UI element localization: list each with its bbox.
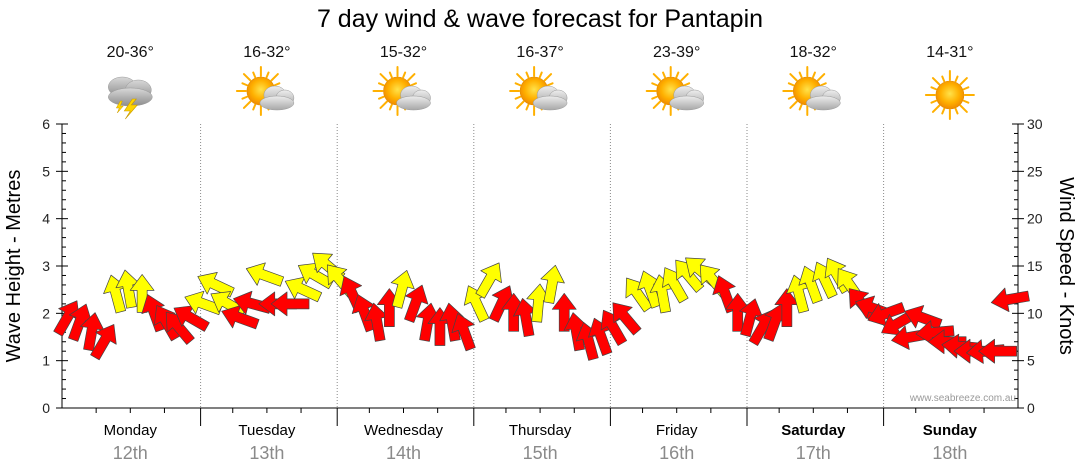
temperature-range-label: 18-32° <box>790 44 837 61</box>
day-name-label: Wednesday <box>364 422 443 439</box>
temperature-range-label: 16-32° <box>243 44 290 61</box>
wind-arrow <box>501 292 527 332</box>
day-date-label: 16th <box>659 443 694 463</box>
wind-arrow <box>600 309 628 346</box>
credit-text: www.seabreeze.com.au <box>909 393 1016 404</box>
wind-arrow <box>513 298 538 338</box>
y-left-tick-label: 3 <box>42 258 50 274</box>
day-date-label: 15th <box>523 443 558 463</box>
wind-arrow <box>739 298 763 338</box>
partly-cloudy-icon <box>235 66 295 116</box>
y-right-tick-label: 20 <box>1027 211 1043 227</box>
wind-arrow <box>662 267 689 304</box>
y-left-axis-label: Wave Height - Metres <box>3 170 25 363</box>
y-right-tick-label: 30 <box>1027 116 1043 132</box>
wind-arrow <box>774 288 800 327</box>
axes: 0 1 2 3 4 5 6 0 5 10 15 20 25 30 <box>42 116 1043 426</box>
wind-arrow <box>245 262 285 287</box>
day-date-label: 14th <box>386 443 421 463</box>
partly-cloudy-icon <box>509 66 568 116</box>
wind-arrow <box>173 305 210 332</box>
wind-arrow <box>563 312 588 352</box>
wind-arrow <box>540 264 565 304</box>
wind-arrow <box>416 302 441 342</box>
partly-cloudy-icon <box>782 66 841 116</box>
temperature-range-label: 23-39° <box>653 44 700 61</box>
y-right-tick-label: 15 <box>1027 258 1043 274</box>
partly-cloudy-icon <box>645 66 704 116</box>
y-right-tick-label: 10 <box>1027 305 1043 321</box>
day-name-label: Thursday <box>509 422 572 439</box>
thunderstorm-icon <box>108 76 153 120</box>
wind-arrow <box>404 284 429 323</box>
y-right-tick-label: 5 <box>1027 353 1035 369</box>
sunny-icon <box>924 70 975 120</box>
chart-title: 7 day wind & wave forecast for Pantapin <box>317 5 763 33</box>
y-right-tick-label: 0 <box>1027 400 1035 416</box>
wind-arrow <box>364 302 389 342</box>
wind-arrow <box>197 272 235 298</box>
wind-arrow <box>115 269 140 309</box>
wind-arrows <box>53 252 1030 364</box>
y-right-tick-label: 25 <box>1027 163 1043 179</box>
y-right-axis-label: Wind Speed - Knots <box>1055 177 1077 355</box>
temperature-range-label: 15-32° <box>380 44 427 61</box>
day-date-label: 12th <box>113 443 148 463</box>
wind-arrow <box>451 313 476 352</box>
day-name-label: Tuesday <box>238 422 295 439</box>
y-left-tick-label: 2 <box>42 305 50 321</box>
y-left-tick-label: 1 <box>42 353 50 369</box>
wind-arrow <box>978 338 1017 364</box>
y-left-tick-label: 6 <box>42 116 50 132</box>
temperature-range-label: 16-37° <box>516 44 563 61</box>
day-date-label: 13th <box>249 443 284 463</box>
wind-arrow <box>68 303 93 342</box>
wind-arrow <box>990 287 1030 312</box>
weather-icons: 20-36° 16-32° 15-32° 16-37° 23-39° 18-32° 14-3… <box>107 44 975 120</box>
y-left-tick-label: 5 <box>42 163 50 179</box>
wind-arrow <box>867 302 906 327</box>
y-left-tick-label: 4 <box>42 211 50 227</box>
wind-arrow <box>270 291 310 317</box>
wind-arrow <box>221 305 260 330</box>
wind-arrow <box>904 305 943 330</box>
partly-cloudy-icon <box>372 66 431 116</box>
y-left-tick-label: 0 <box>42 400 50 416</box>
day-name-label: Friday <box>656 422 698 439</box>
wind-arrow <box>80 312 105 352</box>
wind-arrow <box>90 324 117 361</box>
wind-arrow <box>390 269 415 309</box>
grid <box>200 124 885 408</box>
day-labels: Monday 12th Tuesday 13th Wednesday 14th Thursd… <box>104 422 978 463</box>
wind-arrow <box>284 276 323 303</box>
wind-arrow <box>439 302 464 342</box>
temperature-range-label: 20-36° <box>107 44 154 61</box>
wind-arrow <box>165 311 195 345</box>
day-name-label: Saturday <box>781 422 846 439</box>
wind-arrow <box>612 302 642 336</box>
temperature-range-label: 14-31° <box>926 44 973 61</box>
day-date-label: 17th <box>796 443 831 463</box>
day-name-label: Monday <box>104 422 158 439</box>
day-date-label: 18th <box>932 443 967 463</box>
wind-arrow <box>475 262 502 299</box>
day-name-label: Sunday <box>923 422 978 439</box>
